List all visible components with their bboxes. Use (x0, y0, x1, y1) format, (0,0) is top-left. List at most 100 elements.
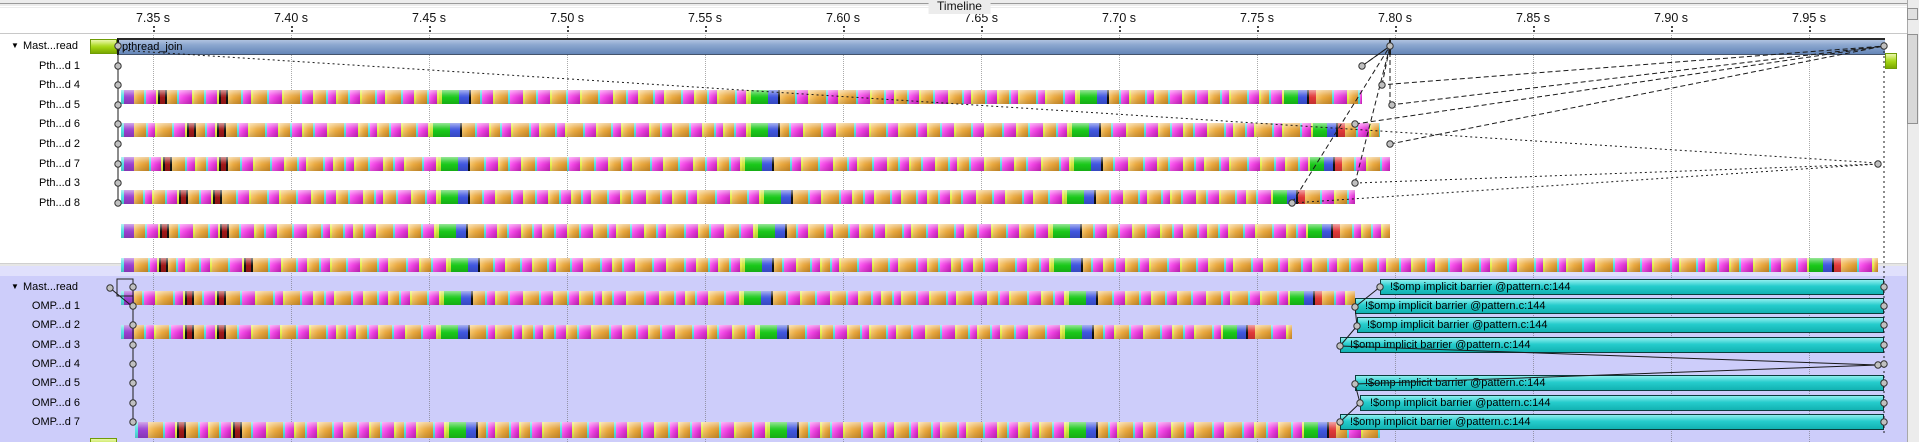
trace-segment (436, 157, 438, 171)
trace-segment (146, 90, 156, 104)
trace-segment (541, 291, 553, 305)
trace-segment (473, 291, 485, 305)
omp-barrier-bar[interactable]: !$omp implicit barrier @pattern.c:144 (1357, 317, 1884, 333)
omp-barrier-bar[interactable]: !$omp implicit barrier @pattern.c:144 (1380, 279, 1884, 295)
trace-segment (1069, 291, 1086, 305)
trace-segment (1796, 258, 1798, 272)
trace-segment (959, 157, 969, 171)
omp-barrier-bar[interactable]: !$omp implicit barrier @pattern.c:144 (1355, 375, 1884, 391)
trace-segment (1356, 157, 1366, 171)
trace-segment (1832, 258, 1834, 272)
trace-segment (183, 291, 185, 305)
trace-segment (707, 157, 717, 171)
trace-segment (1197, 90, 1208, 104)
row-label[interactable]: Pth...d 6 (0, 118, 80, 130)
trace-segment (404, 157, 406, 171)
trace-segment (495, 291, 497, 305)
trace-segment (1064, 422, 1066, 438)
trace-segment (419, 258, 421, 272)
trace-segment (1067, 190, 1084, 204)
trace-segment (885, 224, 887, 238)
trace-segment (1021, 224, 1034, 238)
row-label[interactable]: OMP...d 1 (0, 300, 80, 312)
pthread-trace-bar[interactable] (121, 325, 1292, 339)
pthread-trace-bar[interactable] (121, 90, 1362, 104)
master-activity-block[interactable] (1885, 53, 1897, 69)
pthread-trace-bar[interactable] (121, 291, 1355, 305)
row-label[interactable]: Pth...d 3 (0, 177, 80, 189)
trace-segment (240, 422, 242, 438)
trace-segment (396, 190, 398, 204)
trace-segment (328, 325, 336, 339)
trace-segment (916, 190, 918, 204)
trace-segment (1377, 258, 1379, 272)
trace-segment (1113, 123, 1126, 137)
trace-segment (885, 422, 887, 438)
trace-segment (1033, 190, 1035, 204)
row-label[interactable]: OMP...d 4 (0, 358, 80, 370)
trace-segment (240, 291, 242, 305)
omp-barrier-bar[interactable]: !$omp implicit barrier @pattern.c:144 (1360, 395, 1884, 411)
trace-segment (732, 325, 734, 339)
trace-segment (950, 190, 952, 204)
scrollbar-thumb[interactable] (1907, 34, 1918, 124)
trace-segment (1173, 422, 1184, 438)
row-label[interactable]: Pth...d 7 (0, 158, 80, 170)
trace-segment (1065, 325, 1082, 339)
row-label[interactable]: OMP...d 3 (0, 339, 80, 351)
trace-segment (212, 258, 228, 272)
pthread-join-bar[interactable]: pthread_join (117, 38, 1885, 55)
trace-segment (468, 157, 470, 171)
pthread-trace-bar[interactable] (121, 258, 1878, 272)
trace-segment (1151, 291, 1153, 305)
tree-expand-icon[interactable]: ▼ (11, 41, 19, 50)
pthread-trace-bar[interactable] (121, 157, 1390, 171)
omp-barrier-bar[interactable]: !$omp implicit barrier @pattern.c:144 (1340, 414, 1884, 430)
scrollbar-up-button[interactable] (1907, 8, 1918, 20)
omp-trace-bar[interactable] (135, 422, 1380, 438)
pthread-trace-bar[interactable] (121, 224, 1390, 238)
trace-segment (1654, 258, 1670, 272)
trace-segment (344, 157, 346, 171)
row-label[interactable]: ▼ Mast...read (0, 40, 78, 52)
trace-segment (376, 224, 378, 238)
row-label[interactable]: ▼ Mast...read (0, 281, 78, 293)
trace-segment (471, 291, 473, 305)
omp-barrier-bar[interactable]: !$omp implicit barrier @pattern.c:144 (1355, 298, 1884, 314)
row-label[interactable]: Pth...d 5 (0, 99, 80, 111)
row-label[interactable]: OMP...d 7 (0, 416, 80, 428)
trace-segment (1221, 325, 1223, 339)
trace-segment (186, 422, 198, 438)
trace-segment (1041, 258, 1049, 272)
trace-segment (556, 258, 558, 272)
trace-segment (484, 157, 486, 171)
trace-segment (815, 291, 817, 305)
trace-segment (719, 90, 735, 104)
row-label[interactable]: OMP...d 6 (0, 397, 80, 409)
trace-segment (710, 258, 718, 272)
trace-segment (1273, 325, 1286, 339)
row-label[interactable]: Pth...d 8 (0, 197, 80, 209)
vertical-scrollbar[interactable] (1907, 0, 1919, 442)
trace-segment (935, 90, 948, 104)
row-label[interactable]: Pth...d 1 (0, 60, 80, 72)
tree-expand-icon[interactable]: ▼ (11, 282, 19, 291)
row-label[interactable]: OMP...d 5 (0, 377, 80, 389)
trace-segment (911, 325, 913, 339)
trace-segment (251, 258, 253, 272)
pthread-trace-bar[interactable] (121, 190, 1355, 204)
trace-segment (1172, 325, 1174, 339)
trace-segment (985, 258, 998, 272)
trace-segment (219, 157, 221, 171)
row-label[interactable]: Pth...d 2 (0, 138, 80, 150)
omp-barrier-bar[interactable]: !$omp implicit barrier @pattern.c:144 (1340, 337, 1884, 353)
row-label[interactable]: Pth...d 4 (0, 79, 80, 91)
row-label[interactable]: OMP...d 2 (0, 319, 80, 331)
omp-master-activity-block[interactable] (90, 438, 117, 442)
trace-segment (249, 190, 251, 204)
trace-segment (991, 224, 993, 238)
trace-segment (632, 224, 644, 238)
trace-segment (482, 90, 493, 104)
pthread-trace-bar[interactable] (121, 123, 1380, 137)
master-activity-block[interactable] (90, 39, 117, 54)
